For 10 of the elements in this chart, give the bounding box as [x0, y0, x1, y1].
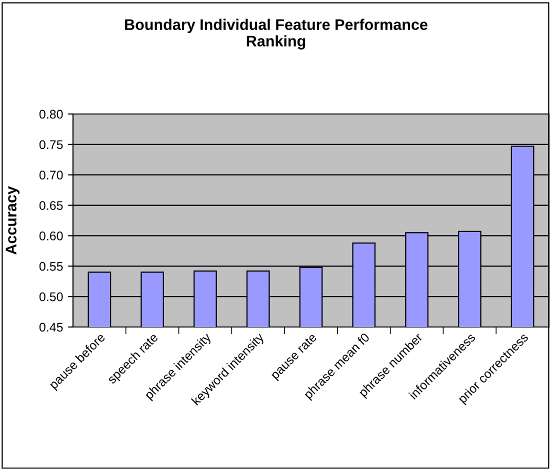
y-tick-label: 0.55 [39, 262, 63, 271]
y-tick-label: 0.70 [39, 170, 63, 180]
y-axis-title: Accuracy [6, 186, 20, 255]
y-tick-label: 0.80 [39, 110, 63, 119]
y-tick-label: 0.60 [39, 232, 63, 240]
y-tick-label: 0.50 [39, 292, 63, 302]
chart-title: Boundary Individual Feature Performance Ranking [125, 18, 428, 50]
y-tick-label: 0.75 [39, 140, 63, 150]
y-tick-label: 0.65 [39, 201, 63, 210]
y-tick-label: 0.45 [39, 322, 63, 332]
